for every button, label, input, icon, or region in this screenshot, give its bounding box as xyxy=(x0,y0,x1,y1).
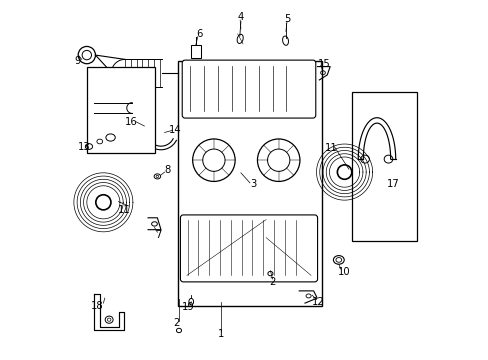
Text: 5: 5 xyxy=(284,14,290,24)
Text: 2: 2 xyxy=(173,318,179,328)
Text: 14: 14 xyxy=(169,125,182,135)
Text: 16: 16 xyxy=(124,117,137,127)
Text: 17: 17 xyxy=(386,179,398,189)
Text: 8: 8 xyxy=(163,165,170,175)
Text: 18: 18 xyxy=(91,301,104,311)
Text: 2: 2 xyxy=(269,276,275,287)
Text: 1: 1 xyxy=(218,329,224,339)
Bar xyxy=(191,45,201,58)
Text: 13: 13 xyxy=(78,142,90,152)
Text: 7: 7 xyxy=(155,230,162,240)
Text: 19: 19 xyxy=(182,302,195,312)
Text: 15: 15 xyxy=(317,59,330,69)
FancyBboxPatch shape xyxy=(180,215,317,282)
Text: 9: 9 xyxy=(74,56,80,66)
Text: 3: 3 xyxy=(250,179,256,189)
FancyBboxPatch shape xyxy=(182,60,315,118)
Text: 11: 11 xyxy=(117,204,130,215)
Bar xyxy=(178,61,321,306)
Bar xyxy=(87,67,155,153)
Bar xyxy=(352,92,416,241)
Text: 6: 6 xyxy=(196,29,202,39)
Text: 12: 12 xyxy=(311,297,324,307)
Text: 4: 4 xyxy=(237,12,244,22)
Text: 11: 11 xyxy=(325,143,337,153)
Text: 10: 10 xyxy=(337,267,350,277)
